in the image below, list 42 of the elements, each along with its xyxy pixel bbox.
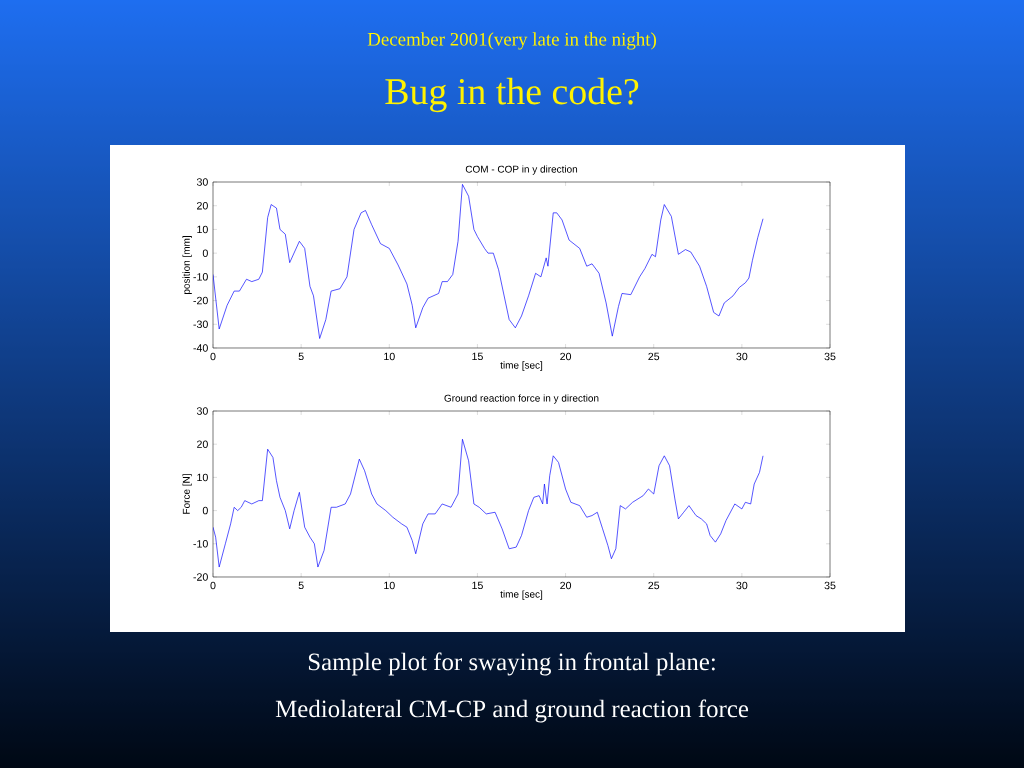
y-tick-label: -30: [193, 320, 208, 329]
line-series: [213, 438, 764, 568]
y-tick-label: 0: [202, 249, 208, 257]
y-tick-label: 20: [197, 201, 208, 210]
y-tick-label: -40: [193, 344, 208, 352]
x-tick-label: 5: [298, 352, 304, 361]
y-tick-label: 30: [196, 178, 208, 186]
x-tick-label: 20: [560, 581, 572, 590]
x-tick-label: 35: [824, 352, 836, 361]
y-tick-label: -10: [193, 273, 208, 281]
y-tick-label: 30: [196, 407, 208, 415]
line-series: [213, 184, 764, 339]
y-tick-label: 20: [197, 440, 208, 448]
x-tick-label: 25: [648, 581, 660, 590]
x-tick-label: 15: [472, 352, 483, 361]
text: Sample plot for swaying in frontal plane:: [308, 652, 715, 676]
x-tick-label: 0: [210, 352, 216, 361]
y-tick-label: -20: [193, 296, 208, 305]
y-tick-label: -20: [193, 573, 208, 581]
x-tick-label: 30: [736, 352, 748, 361]
text: December 2001(very late in the night): [367, 32, 657, 50]
x-tick-label: 10: [384, 581, 395, 590]
y-tick-label: 0: [202, 506, 208, 515]
y-axis-title: Force [N]: [182, 474, 192, 514]
x-tick-label: 30: [736, 581, 748, 590]
x-tick-label: 20: [560, 352, 572, 361]
x-tick-label: 25: [648, 352, 660, 361]
text: Mediolateral CM-CP and ground reaction force: [275, 699, 749, 723]
x-tick-label: 0: [210, 581, 216, 590]
x-axis-title: time [sec]: [500, 590, 543, 600]
y-tick-label: -10: [193, 540, 208, 548]
x-tick-label: 10: [384, 352, 395, 361]
text: Bug in the code?: [385, 77, 639, 113]
chart-title: COM - COP in y direction: [465, 165, 578, 175]
y-tick-label: 10: [197, 473, 208, 482]
y-tick-label: 10: [197, 225, 208, 234]
x-axis-title: time [sec]: [500, 361, 543, 371]
x-tick-label: 15: [472, 581, 483, 590]
x-tick-label: 5: [298, 581, 304, 590]
y-axis-title: position [mm]: [182, 236, 192, 294]
x-tick-label: 35: [824, 581, 836, 590]
chart-title: Ground reaction force in y direction: [444, 394, 599, 404]
